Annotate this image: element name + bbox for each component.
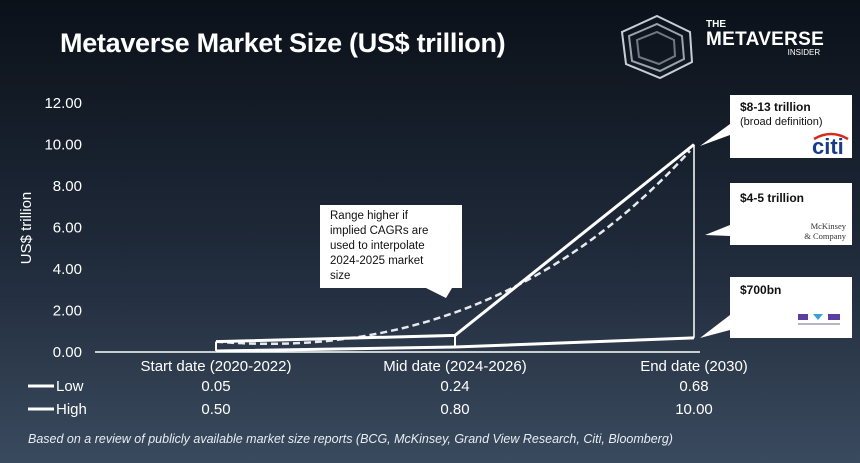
y-tick-label: 4.00 bbox=[53, 261, 82, 278]
y-tick-label: 10.00 bbox=[44, 137, 82, 154]
citi-value: $8-13 trillion bbox=[740, 100, 811, 114]
bloomberg-logo-mark bbox=[828, 314, 840, 320]
y-tick-label: 12.00 bbox=[44, 95, 82, 112]
y-axis-label: US$ trillion bbox=[18, 192, 35, 265]
interpolated-high-dashed-line bbox=[215, 149, 691, 346]
y-tick-label: 6.00 bbox=[53, 220, 82, 237]
mckinsey-logo-line1: McKinsey bbox=[811, 221, 847, 231]
hexagon-logo-icon bbox=[620, 14, 694, 80]
range-note-text: Range higher if bbox=[330, 210, 409, 222]
metaverse-insider-logo: THE METAVERSE INSIDER bbox=[612, 12, 842, 82]
bloomberg-callout bbox=[700, 277, 852, 338]
data-value-label: 0.68 bbox=[679, 378, 708, 395]
logo-the: THE bbox=[706, 19, 726, 30]
range-note-text: used to interpolate bbox=[330, 240, 425, 252]
data-value-label: 10.00 bbox=[675, 401, 713, 418]
chart-title: Metaverse Market Size (US$ trillion) bbox=[60, 28, 506, 58]
bloomberg-logo-mark bbox=[813, 314, 823, 320]
citi-callout bbox=[700, 95, 852, 158]
data-value-label: 0.05 bbox=[201, 378, 230, 395]
citi-note: (broad definition) bbox=[740, 116, 823, 128]
legend-label-low: Low bbox=[56, 378, 84, 395]
mckinsey-logo-line2: & Company bbox=[804, 231, 847, 241]
range-note-text: size bbox=[330, 270, 350, 282]
data-value-label: 0.24 bbox=[440, 378, 469, 395]
footnote: Based on a review of publicly available … bbox=[28, 432, 673, 446]
range-note-callout bbox=[320, 205, 462, 298]
x-tick-label: End date (2030) bbox=[640, 358, 748, 375]
y-tick-label: 8.00 bbox=[53, 178, 82, 195]
data-value-label: 0.80 bbox=[440, 401, 469, 418]
logo-name: METAVERSE bbox=[706, 29, 825, 50]
legend-label-high: High bbox=[56, 401, 87, 418]
mckinsey-value: $4-5 trillion bbox=[740, 191, 804, 205]
x-tick-label: Start date (2020-2022) bbox=[141, 358, 292, 375]
x-tick-label: Mid date (2024-2026) bbox=[383, 358, 526, 375]
y-tick-label: 2.00 bbox=[53, 303, 82, 320]
bloomberg-value: $700bn bbox=[740, 283, 781, 297]
range-note-text: 2024-2025 market bbox=[330, 255, 424, 267]
mckinsey-callout bbox=[705, 183, 852, 245]
bloomberg-logo-mark bbox=[798, 314, 808, 320]
y-tick-label: 0.00 bbox=[53, 344, 82, 361]
citi-arc-icon bbox=[813, 132, 849, 141]
data-value-label: 0.50 bbox=[201, 401, 230, 418]
logo-sub: INSIDER bbox=[787, 48, 821, 57]
range-note-text: implied CAGRs are bbox=[330, 225, 428, 237]
bloomberg-logo-subtext bbox=[798, 323, 840, 325]
